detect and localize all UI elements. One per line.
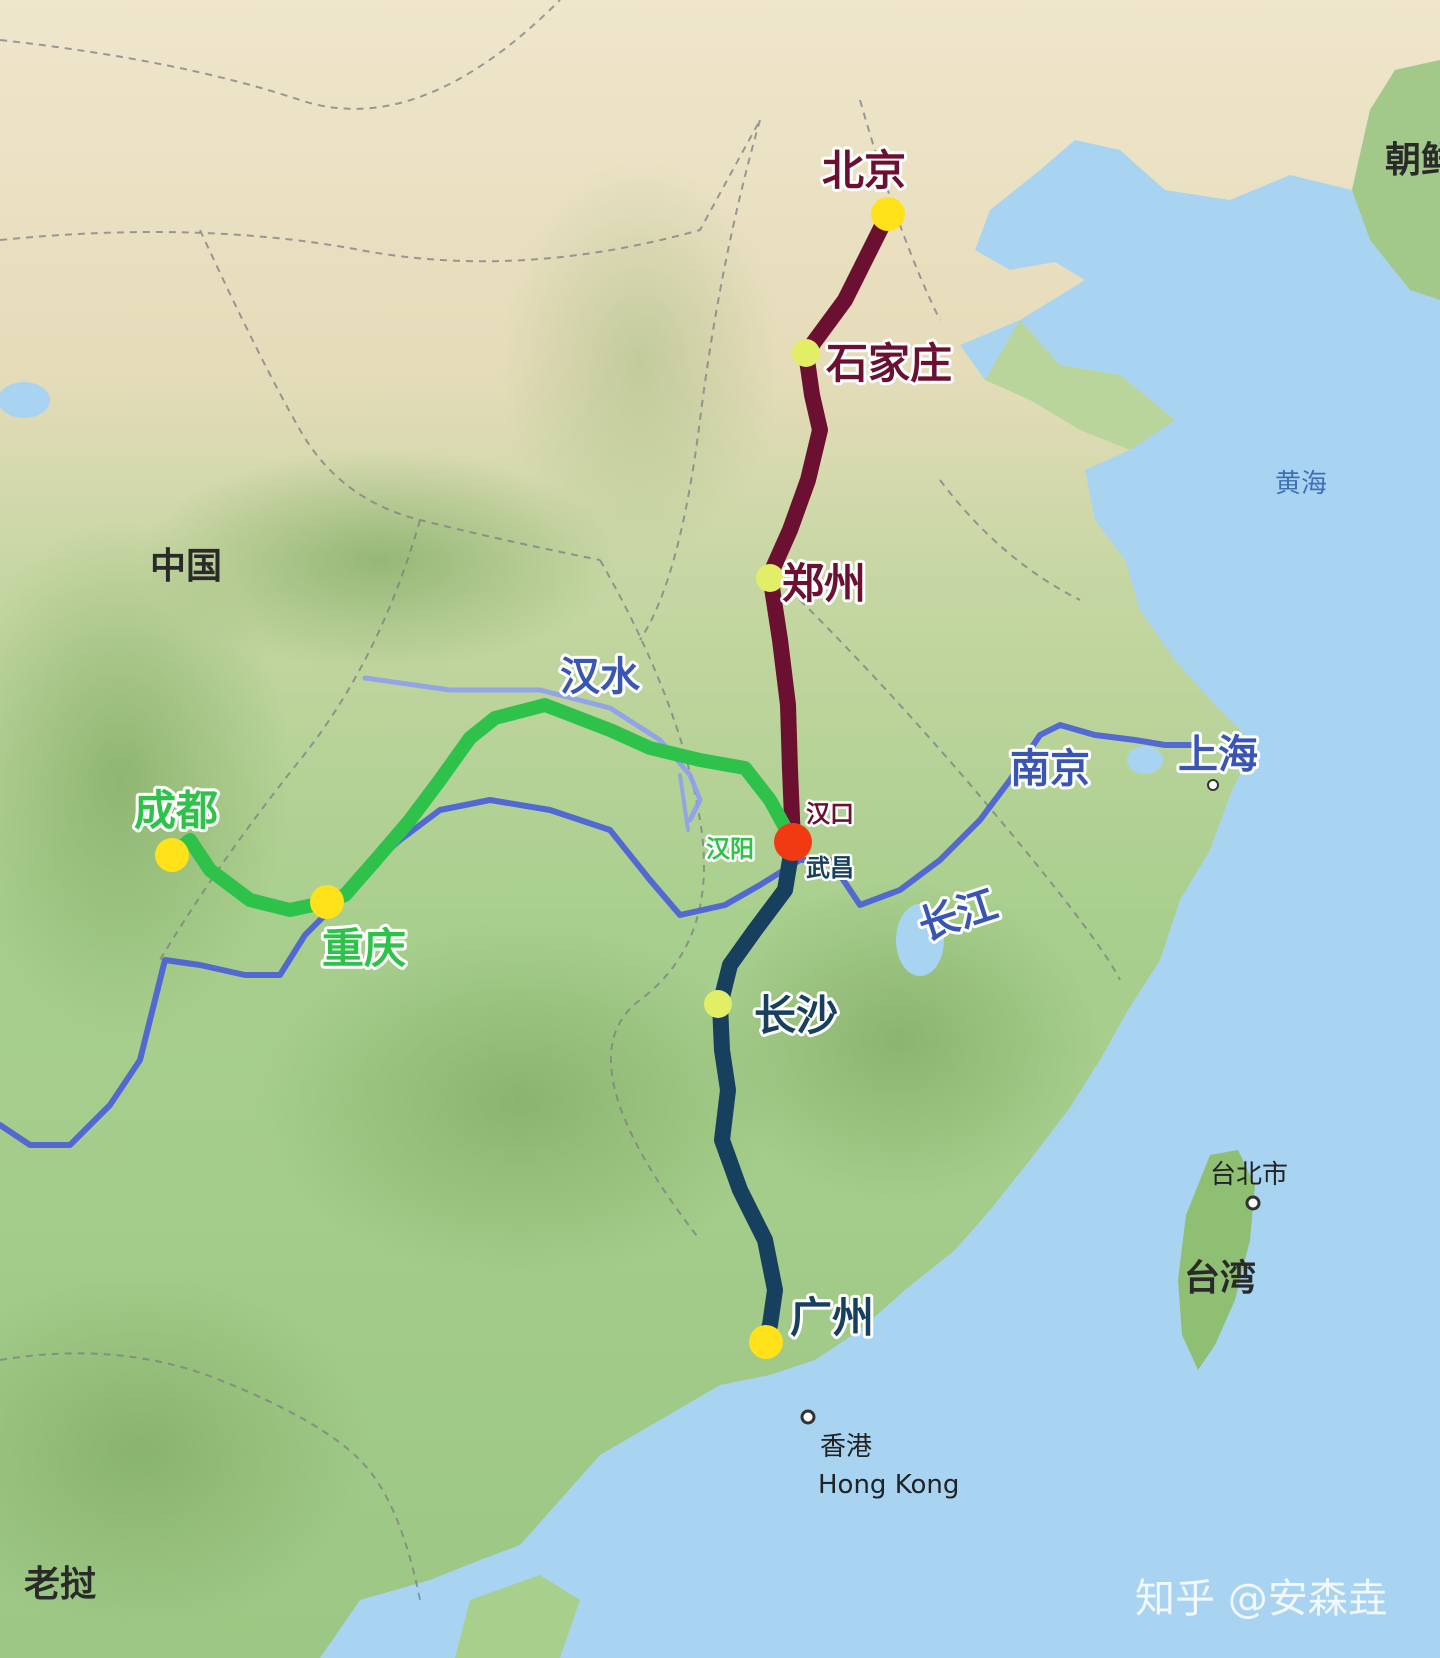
- changjiang-river: [0, 722, 1198, 1148]
- label-china: 中国: [150, 546, 222, 587]
- dot-shanghai: [1207, 779, 1219, 791]
- label-shijiazhuang: 石家庄: [826, 339, 952, 388]
- label-hanyang: 汉阳: [706, 835, 754, 863]
- label-nanjing: 南京: [1010, 746, 1090, 792]
- label-beijing: 北京: [822, 146, 906, 195]
- label-hankou: 汉口: [806, 800, 854, 828]
- hanshui-branch: [678, 773, 690, 832]
- dot-shijiazhuang: [792, 339, 820, 367]
- label-chengdu: 成都: [134, 786, 218, 835]
- label-wuchang: 武昌: [806, 854, 854, 882]
- label-shanghai: 上海: [1178, 732, 1258, 778]
- label-zhengzhou: 郑州: [782, 559, 866, 608]
- label-korea: 朝鲜: [1385, 140, 1440, 181]
- taiwan-island: [1178, 1150, 1255, 1370]
- dot-changsha: [704, 990, 732, 1018]
- label-laos: 老挝: [24, 1564, 96, 1605]
- route-wuhan-guangzhou: [712, 834, 801, 1353]
- dot-taipei: [1245, 1195, 1261, 1211]
- label-yellow-sea: 黄海: [1275, 469, 1327, 499]
- dot-chengdu: [155, 838, 189, 872]
- dot-wuhan-hub: [774, 823, 812, 861]
- dot-hongkong: [800, 1409, 816, 1425]
- shandong-peninsula: [985, 320, 1175, 450]
- label-hongkong-cn: 香港: [820, 1432, 872, 1462]
- station-dots: [155, 197, 1261, 1425]
- route-wuhan-chengdu: [165, 698, 800, 917]
- label-hanshui: 汉水: [560, 654, 641, 700]
- terrain-shading: [0, 160, 1100, 1630]
- label-hongkong-en: Hong Kong: [818, 1470, 959, 1500]
- hanshui-river: [362, 675, 703, 823]
- label-taiwan: 台湾: [1184, 1257, 1256, 1299]
- label-chongqing: 重庆: [322, 924, 406, 973]
- rivers: [0, 675, 1198, 1148]
- dot-chongqing: [310, 885, 344, 919]
- lakes: [0, 382, 1163, 976]
- label-taipei: 台北市: [1210, 1160, 1288, 1190]
- borders: [0, 0, 1121, 1601]
- watermark: 知乎 @安森垚: [1135, 1576, 1388, 1622]
- label-guangzhou: 广州: [790, 1293, 874, 1342]
- dot-zhengzhou: [756, 564, 784, 592]
- dot-guangzhou: [749, 1325, 783, 1359]
- label-changsha: 长沙: [754, 991, 838, 1040]
- korean-peninsula: [1352, 60, 1440, 300]
- hainan-island: [455, 1575, 580, 1658]
- dot-beijing: [871, 197, 905, 231]
